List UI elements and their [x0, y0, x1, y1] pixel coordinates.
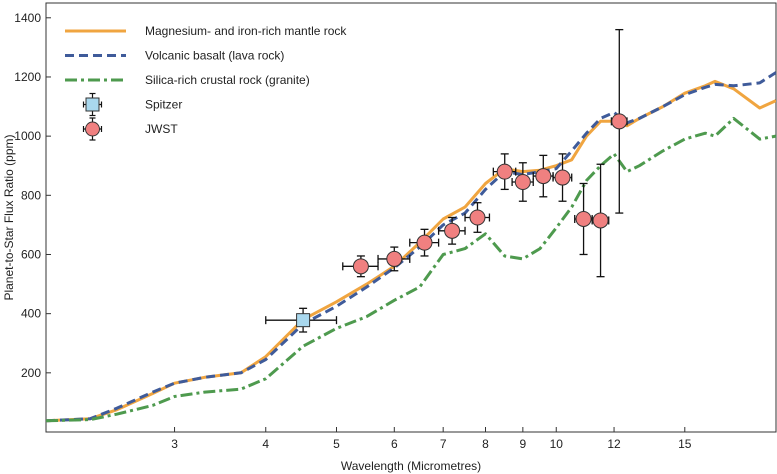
- x-axis-ticks: 3 4 5 6 7 8 9 10 12 15: [171, 427, 692, 451]
- x-tick-label: 9: [520, 437, 527, 451]
- jwst-point: [377, 246, 411, 272]
- jwst-marker: [352, 258, 369, 275]
- jwst-point: [591, 163, 610, 278]
- jwst-marker: [535, 168, 552, 185]
- legend-item: Silica-rich crustal rock (granite): [65, 73, 310, 87]
- jwst-point: [610, 28, 628, 214]
- x-tick-label: 12: [607, 437, 621, 451]
- jwst-marker: [592, 212, 609, 229]
- legend-label: Spitzer: [145, 98, 182, 112]
- legend-swatch: [82, 117, 103, 141]
- jwst-point: [492, 153, 517, 191]
- legend-label: Volcanic basalt (lava rock): [145, 49, 284, 63]
- y-tick-label: 400: [21, 307, 41, 321]
- y-tick-label: 1400: [14, 11, 41, 25]
- legend-item: JWST: [82, 117, 178, 141]
- jwst-marker: [575, 210, 592, 227]
- x-tick-label: 4: [262, 437, 269, 451]
- x-axis-title: Wavelength (Micrometres): [341, 459, 481, 473]
- jwst-point: [532, 154, 554, 198]
- jwst-point: [464, 202, 491, 233]
- x-tick-label: 8: [482, 437, 489, 451]
- jwst-marker: [469, 209, 486, 226]
- spitzer-point: [265, 307, 338, 333]
- chart-legend: Magnesium- and iron-rich mantle rock Volc…: [65, 24, 347, 141]
- jwst-marker: [386, 250, 403, 267]
- plot-border: [45, 2, 777, 433]
- jwst-marker: [444, 222, 461, 239]
- plot-frame: [45, 2, 777, 433]
- legend-label: Silica-rich crustal rock (granite): [145, 73, 310, 87]
- y-tick-label: 600: [21, 247, 41, 261]
- y-axis-ticks: 200 400 600 800 1000 1200 1400: [14, 11, 51, 380]
- jwst-point: [437, 216, 466, 245]
- jwst-point: [409, 228, 440, 257]
- legend-item: Volcanic basalt (lava rock): [65, 49, 284, 63]
- jwst-marker: [554, 169, 571, 186]
- jwst-marker: [416, 234, 433, 251]
- jwst-marker: [514, 173, 531, 190]
- y-tick-label: 1200: [14, 70, 41, 84]
- spitzer-marker: [296, 313, 311, 328]
- series-layer: [46, 28, 776, 423]
- legend-swatch: [82, 92, 103, 117]
- x-tick-label: 7: [440, 437, 447, 451]
- x-tick-label: 15: [678, 437, 692, 451]
- jwst-point: [574, 182, 593, 256]
- y-tick-label: 800: [21, 188, 41, 202]
- y-tick-label: 1000: [14, 129, 41, 143]
- series-line-2: [46, 116, 776, 423]
- x-tick-label: 5: [333, 437, 340, 451]
- jwst-point: [511, 162, 534, 202]
- legend-label: JWST: [145, 122, 178, 136]
- x-tick-label: 3: [171, 437, 178, 451]
- legend-item: Spitzer: [82, 92, 182, 117]
- x-tick-label: 6: [391, 437, 398, 451]
- legend-label: Magnesium- and iron-rich mantle rock: [145, 24, 347, 38]
- jwst-point: [342, 255, 379, 278]
- jwst-marker: [496, 163, 513, 180]
- y-tick-label: 200: [21, 366, 41, 380]
- x-tick-label: 10: [550, 437, 564, 451]
- jwst-marker: [611, 113, 628, 130]
- jwst-point: [552, 153, 573, 202]
- legend-item: Magnesium- and iron-rich mantle rock: [65, 24, 347, 38]
- y-axis-title: Planet-to-Star Flux Ratio (ppm): [2, 134, 16, 300]
